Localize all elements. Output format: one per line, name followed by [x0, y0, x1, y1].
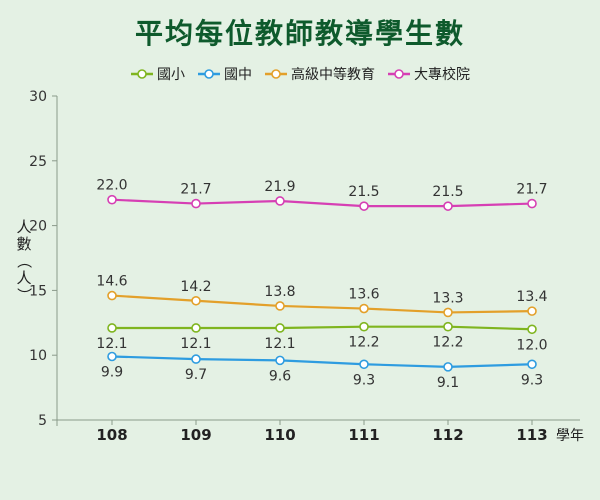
- data-label: 12.0: [516, 337, 547, 353]
- data-label: 9.3: [521, 372, 543, 388]
- data-point: [107, 194, 117, 205]
- legend-swatch: [198, 69, 220, 79]
- data-point: [527, 198, 537, 209]
- legend-label: 高級中等教育: [291, 67, 375, 83]
- data-label: 12.1: [180, 336, 211, 352]
- data-point: [359, 303, 369, 314]
- data-point: [275, 301, 285, 311]
- data-label: 21.7: [516, 182, 547, 198]
- y-axis-title-char: 人: [16, 269, 31, 287]
- data-label: 13.6: [348, 287, 379, 303]
- x-tick-label: 113: [516, 426, 547, 444]
- data-point: [443, 307, 453, 318]
- legend-item: 大專校院: [387, 64, 470, 84]
- legend-swatch: [131, 69, 153, 79]
- data-label: 12.2: [348, 335, 379, 351]
- data-point: [275, 323, 285, 333]
- data-point: [191, 354, 201, 364]
- data-label: 12.2: [432, 335, 463, 351]
- data-point: [359, 321, 369, 332]
- x-tick-label: 110: [264, 426, 295, 444]
- data-point: [191, 295, 201, 306]
- x-tick-label: 112: [432, 426, 463, 444]
- data-point: [275, 196, 285, 206]
- data-point: [443, 362, 453, 372]
- data-label: 9.6: [269, 368, 291, 384]
- data-label: 21.5: [432, 184, 463, 200]
- data-point: [275, 355, 285, 366]
- data-point: [107, 290, 117, 301]
- data-label: 9.9: [101, 364, 123, 380]
- data-point: [107, 323, 117, 333]
- y-axis-title-char: 數: [16, 235, 31, 253]
- data-point: [527, 359, 537, 370]
- data-label: 21.5: [348, 184, 379, 200]
- data-point: [443, 321, 453, 332]
- legend-item: 國中: [197, 64, 252, 84]
- y-tick-label: 30: [29, 89, 47, 105]
- data-point: [359, 201, 369, 211]
- data-label: 9.1: [437, 375, 459, 391]
- legend-item: 國小: [130, 64, 185, 84]
- x-tick-label: 111: [348, 426, 379, 444]
- data-label: 12.1: [96, 336, 127, 352]
- data-point: [191, 323, 201, 333]
- data-point: [191, 198, 201, 209]
- data-label: 14.2: [180, 279, 211, 295]
- x-tick-label: 109: [180, 426, 211, 444]
- y-axis-title-char: ）: [15, 287, 33, 302]
- x-tick-label: 108: [96, 426, 127, 444]
- data-point: [527, 306, 537, 316]
- data-label: 9.3: [353, 372, 375, 388]
- data-point: [359, 359, 369, 370]
- data-label: 13.4: [516, 289, 547, 305]
- data-point: [107, 351, 117, 362]
- data-label: 9.7: [185, 367, 207, 383]
- data-point: [443, 201, 453, 211]
- series-line-國小: [112, 325, 533, 331]
- series-line-國中: [111, 355, 533, 368]
- y-tick-label: 25: [29, 154, 47, 170]
- data-label: 21.9: [264, 179, 295, 195]
- data-label: 22.0: [96, 178, 127, 194]
- data-label: 13.3: [432, 290, 463, 306]
- y-tick-label: 10: [29, 348, 47, 364]
- legend-item: 高級中等教育: [264, 64, 375, 84]
- y-tick-label: 5: [38, 413, 47, 429]
- data-label: 13.8: [264, 284, 295, 300]
- y-tick-label: 20: [29, 219, 47, 235]
- chart-title: 平均每位教師教導學生數: [134, 17, 465, 50]
- x-axis-suffix: 學年: [556, 428, 584, 444]
- data-point: [527, 324, 537, 335]
- series-line-大專校院: [111, 198, 533, 208]
- series-line-高級中等教育: [111, 294, 533, 314]
- legend-label: 大專校院: [414, 67, 470, 83]
- legend-swatch: [265, 69, 287, 79]
- legend-swatch: [388, 69, 410, 79]
- data-label: 14.6: [96, 274, 127, 290]
- legend-label: 國中: [224, 67, 252, 83]
- data-label: 12.1: [264, 336, 295, 352]
- y-axis-title-char: （: [15, 253, 33, 268]
- y-tick-label: 15: [29, 283, 47, 299]
- data-label: 21.7: [180, 182, 211, 198]
- y-axis-title-char: 人: [16, 218, 31, 236]
- legend: 國小 國中 高級中等教育 大專校院: [0, 64, 600, 84]
- legend-label: 國小: [157, 67, 185, 83]
